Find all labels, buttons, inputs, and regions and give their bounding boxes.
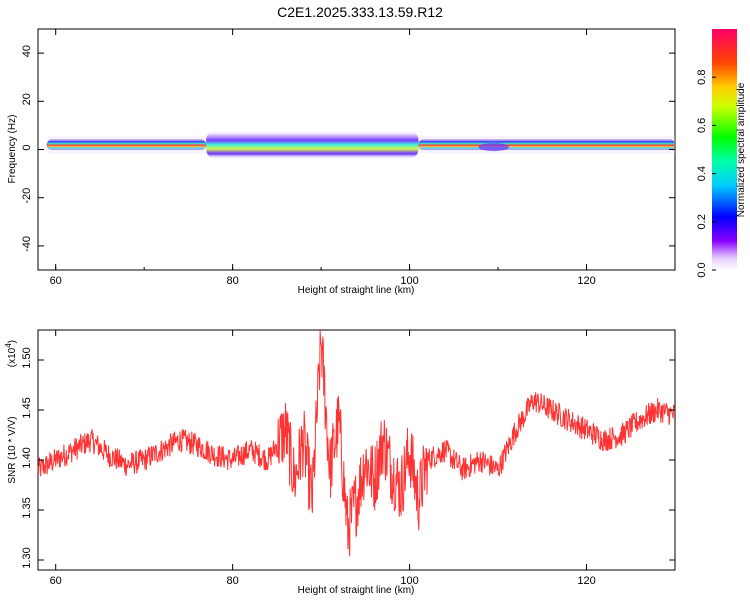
snr-y-tick-label: 1.30 xyxy=(21,547,33,568)
spectrogram-y-tick-label: 40 xyxy=(21,45,33,57)
spectrogram-broad-band xyxy=(206,130,419,160)
colorbar-tick-label: 0.2 xyxy=(696,214,708,229)
spectrogram-bands xyxy=(46,130,676,160)
spectrogram-halo xyxy=(46,135,675,154)
chart-title: C2E1.2025.333.13.59.R12 xyxy=(277,4,443,20)
spectrogram-y-ticks: 40 20 0 -20 -40 xyxy=(21,45,675,252)
spectrogram-y-tick-label: -20 xyxy=(21,188,33,204)
snr-y-tick-label: 1.50 xyxy=(21,347,33,368)
spectrogram-y-tick-label: -40 xyxy=(21,236,33,252)
spectrogram-x-tick-label: 100 xyxy=(400,275,418,287)
snr-series-line xyxy=(37,329,675,557)
colorbar-ticks: 0.0 0.2 0.4 0.6 0.8 xyxy=(696,70,716,278)
snr-y-tick-label: 1.45 xyxy=(21,397,33,418)
spectrogram-x-label: Height of straight line (km) xyxy=(298,285,415,296)
snr-multiplier-base: (x104) xyxy=(4,340,18,367)
snr-y-ticks: 1.50 1.45 1.40 1.35 1.30 xyxy=(21,347,675,569)
colorbar: 0.0 0.2 0.4 0.6 0.8 Normalized spectral ampl… xyxy=(696,29,747,278)
spectrogram-y-tick-label: 0 xyxy=(21,144,33,150)
colorbar-tick-label: 0.4 xyxy=(696,166,708,181)
snr-x-tick-label: 100 xyxy=(400,575,418,587)
spectrogram-x-tick-label: 80 xyxy=(227,275,239,287)
snr-frame xyxy=(37,329,676,571)
snr-y-tick-label: 1.40 xyxy=(21,447,33,468)
snr-x-label: Height of straight line (km) xyxy=(298,585,415,596)
spectrogram-y-tick-label: 20 xyxy=(21,93,33,105)
snr-multiplier: (x104) xyxy=(4,340,18,367)
spectrogram-x-tick-label: 60 xyxy=(50,275,62,287)
spectrogram-y-label: Frequency (Hz) xyxy=(7,115,18,184)
spectrogram-x-tick-label: 120 xyxy=(577,275,595,287)
snr-x-tick-label: 120 xyxy=(577,575,595,587)
snr-x-ticks: 60 80 100 120 xyxy=(50,330,596,587)
spectrogram-x-ticks: 60 80 100 120 xyxy=(50,29,676,287)
snr-x-tick-label: 80 xyxy=(227,575,239,587)
snr-panel: 60 80 100 120 1.50 1.45 1.40 1.35 1.30 Height o… xyxy=(4,329,676,596)
colorbar-tick-label: 0.0 xyxy=(696,262,708,277)
snr-x-tick-label: 60 xyxy=(50,575,62,587)
snr-y-tick-label: 1.35 xyxy=(21,497,33,518)
colorbar-label: Normalized spectral amplitude xyxy=(736,82,747,217)
colorbar-tick-label: 0.8 xyxy=(696,70,708,85)
colorbar-tick-label: 0.6 xyxy=(696,118,708,133)
snr-y-label: SNR (10 * V/V) xyxy=(7,416,18,483)
colorbar-gradient xyxy=(712,29,737,270)
spectrogram-blip xyxy=(478,143,509,152)
spectrogram-strong-band xyxy=(46,139,207,150)
spectrogram-panel: 60 80 100 120 40 20 0 -20 -40 Height of straigh… xyxy=(7,28,676,296)
